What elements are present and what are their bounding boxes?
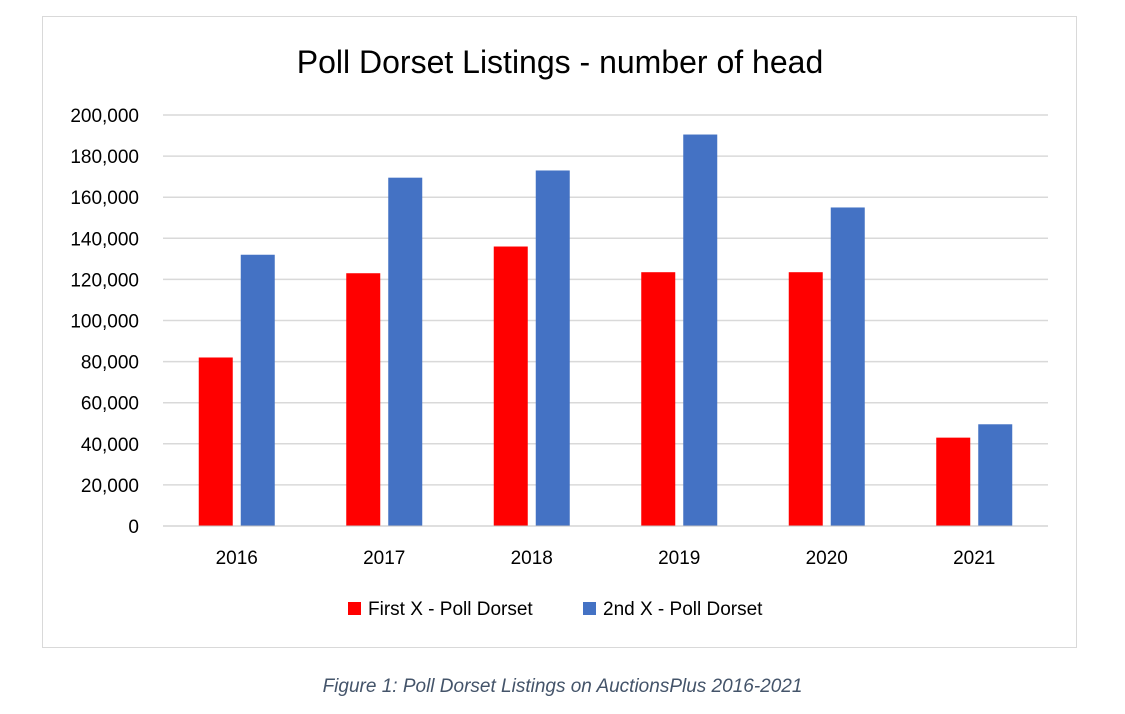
bar-second-x-2017 bbox=[388, 177, 423, 527]
bar-chart: Poll Dorset Listings - number of head 0 2… bbox=[70, 44, 1048, 620]
bar-first-x-2019 bbox=[641, 272, 676, 526]
x-tick-label: 2020 bbox=[806, 548, 848, 569]
legend-swatch-1 bbox=[348, 602, 361, 615]
legend: First X - Poll Dorset 2nd X - Poll Dorset bbox=[348, 599, 763, 620]
bar-first-x-2020 bbox=[788, 272, 823, 526]
legend-swatch-2 bbox=[583, 602, 596, 615]
y-axis-ticks: 0 20,000 40,000 60,000 80,000 100,000 120,000 1… bbox=[70, 106, 139, 538]
x-tick-label: 2019 bbox=[658, 548, 700, 569]
bar-second-x-2020 bbox=[830, 207, 865, 526]
y-tick-label: 0 bbox=[128, 517, 139, 538]
x-tick-label: 2016 bbox=[216, 548, 258, 569]
chart-frame: Poll Dorset Listings - number of head 0 2… bbox=[42, 16, 1077, 648]
legend-label-2: 2nd X - Poll Dorset bbox=[603, 599, 763, 620]
y-tick-label: 120,000 bbox=[70, 270, 139, 291]
x-tick-label: 2018 bbox=[511, 548, 553, 569]
x-tick-label: 2021 bbox=[953, 548, 995, 569]
y-tick-label: 40,000 bbox=[81, 435, 139, 456]
bar-first-x-2021 bbox=[936, 437, 971, 526]
x-axis-ticks: 2016 2017 2018 2019 2020 2021 bbox=[216, 548, 996, 569]
chart-title: Poll Dorset Listings - number of head bbox=[297, 44, 823, 80]
y-tick-label: 100,000 bbox=[70, 312, 139, 333]
y-tick-label: 200,000 bbox=[70, 106, 139, 127]
bar-second-x-2018 bbox=[535, 170, 570, 527]
legend-label-1: First X - Poll Dorset bbox=[368, 599, 533, 620]
bars bbox=[198, 134, 1013, 527]
y-tick-label: 180,000 bbox=[70, 147, 139, 168]
y-tick-label: 160,000 bbox=[70, 188, 139, 209]
y-tick-label: 60,000 bbox=[81, 394, 139, 415]
y-tick-label: 80,000 bbox=[81, 353, 139, 374]
x-tick-label: 2017 bbox=[363, 548, 405, 569]
bar-first-x-2017 bbox=[346, 273, 381, 526]
bar-first-x-2018 bbox=[493, 246, 528, 526]
bar-second-x-2019 bbox=[683, 134, 718, 526]
y-tick-label: 20,000 bbox=[81, 476, 139, 497]
y-tick-label: 140,000 bbox=[70, 229, 139, 250]
bar-first-x-2016 bbox=[198, 357, 233, 526]
bar-second-x-2016 bbox=[240, 254, 275, 527]
gridlines bbox=[163, 114, 1048, 486]
bar-second-x-2021 bbox=[978, 424, 1013, 526]
figure-caption: Figure 1: Poll Dorset Listings on Auctio… bbox=[322, 676, 803, 697]
